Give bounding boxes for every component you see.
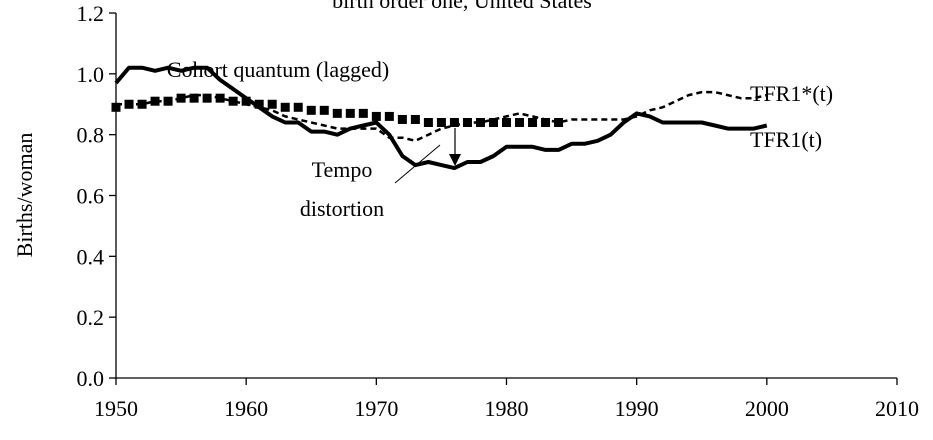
marker [150, 96, 160, 106]
y-tick-label: 0.6 [77, 184, 105, 209]
marker [371, 111, 381, 121]
series-label: TFR1(t) [750, 127, 822, 152]
marker [111, 102, 121, 112]
marker [515, 118, 525, 127]
x-tick-label: 1950 [94, 396, 138, 421]
x-tick-label: 1960 [224, 396, 268, 421]
marker [254, 99, 264, 109]
line [114, 65, 768, 171]
marker [176, 93, 186, 103]
series-label: TFR1*(t) [750, 81, 833, 106]
marker [488, 118, 498, 127]
marker [410, 114, 420, 124]
marker [449, 118, 459, 127]
marker [319, 105, 329, 115]
y-tick-label: 0.4 [77, 244, 105, 269]
marker [189, 93, 199, 103]
marker [554, 118, 564, 127]
arrow-head [449, 154, 461, 166]
y-axis-label: Births/woman [12, 133, 37, 258]
marker [332, 108, 342, 118]
line [116, 90, 768, 143]
marker [163, 96, 173, 106]
marker [202, 93, 212, 103]
y-tick-label: 1.0 [77, 62, 105, 87]
y-tick-label: 0.8 [77, 123, 105, 148]
marker [137, 99, 147, 109]
marker [124, 99, 134, 109]
y-tick-label: 0.2 [77, 305, 105, 330]
marker [358, 108, 368, 118]
marker [397, 114, 407, 124]
marker [215, 93, 225, 103]
marker [280, 102, 290, 112]
x-tick-label: 1990 [615, 396, 659, 421]
x-tick-label: 1980 [485, 396, 529, 421]
marker [436, 118, 446, 127]
x-tick-label: 1970 [354, 396, 398, 421]
x-tick-label: 2000 [745, 396, 789, 421]
annotation: distortion [300, 196, 384, 221]
y-tick-label: 0.0 [77, 366, 105, 391]
marker [306, 105, 316, 115]
marker [528, 118, 538, 127]
annotation: Tempo [312, 157, 373, 182]
marker [423, 118, 433, 127]
marker [345, 108, 355, 118]
marker [541, 118, 551, 127]
marker [241, 96, 251, 106]
x-tick-label: 2010 [875, 396, 919, 421]
marker [267, 99, 277, 109]
marker [293, 102, 303, 112]
marker [475, 118, 485, 127]
marker [462, 118, 472, 127]
y-tick-label: 1.2 [77, 1, 105, 26]
chart-title: birth order one, United States [332, 0, 592, 13]
marker [384, 111, 394, 121]
marker [228, 96, 238, 106]
marker [502, 118, 511, 127]
